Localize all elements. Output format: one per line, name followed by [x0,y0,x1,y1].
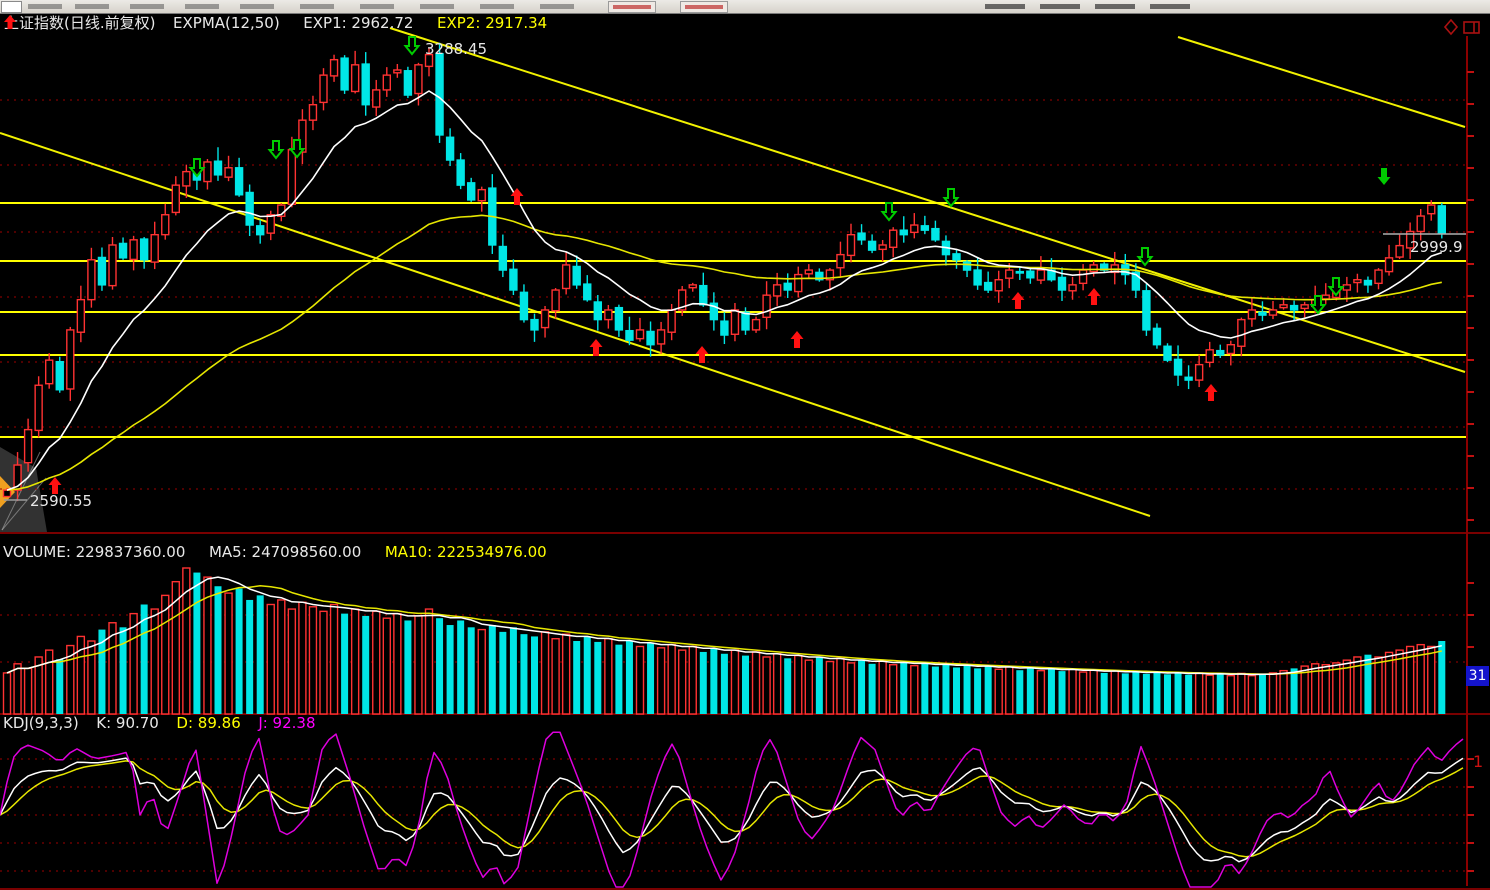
menu-action-button[interactable] [608,1,656,13]
expma-lines [6,90,1443,491]
price-pointers [4,233,1466,501]
exp2-value: EXP2: 2917.34 [437,14,548,32]
buy-signal-arrow-icon [589,339,603,356]
sell-signal-arrow-icon [1377,168,1391,185]
kdj-axis-number: 1 [1473,752,1484,771]
volume-bars [2,567,1446,715]
volume-axis-badge: 31 [1466,666,1489,686]
kdj-j-value: J: 92.38 [258,714,316,732]
kdj-d-value: D: 89.86 [176,714,241,732]
menu-item-stub [185,4,219,9]
menu-item-stub [28,4,62,9]
menu-item-stub [75,4,109,9]
indicator-name[interactable]: EXPMA(12,50) [173,14,280,32]
sell-signal-arrow-icon [188,158,206,178]
buy-signal-arrow-icon [510,188,524,205]
trend-lines [0,27,1466,517]
volume-ma10-value: MA10: 222534976.00 [384,543,547,561]
menu-action-button[interactable] [680,1,728,13]
sell-signal-arrow-icon [267,140,285,160]
buy-signal-arrow-icon [790,331,804,348]
peak-price-label: 3288.45 [425,40,488,58]
volume-value[interactable]: VOLUME: 229837360.00 [3,543,186,561]
main-chart-header: 上证指数(日线.前复权) EXPMA(12,50) EXP1: 2962.72 … [4,15,547,31]
sell-signal-arrow-icon [288,139,306,159]
buy-signal-arrow-icon [1087,288,1101,305]
menu-item-stub [540,4,574,9]
sell-signal-arrow-icon [403,36,421,56]
menu-bar[interactable] [0,0,1490,14]
app-logo-box [1,1,22,13]
signal-arrows [48,36,1391,494]
buy-signal-arrow-icon [1011,292,1025,309]
menu-item-stub [420,4,454,9]
exp1-value: EXP1: 2962.72 [303,14,414,32]
volume-header: VOLUME: 229837360.00 MA5: 247098560.00 M… [3,544,547,560]
grid-lines [0,99,1466,872]
menu-item-stub [240,4,274,9]
menu-item-stub [130,4,164,9]
menu-item-stub [300,4,334,9]
chart-toolbar-icons [1444,19,1480,36]
buy-signal-arrow-icon [48,477,62,494]
last-price-label: 2999.9 [1410,238,1463,256]
buy-signal-arrow-icon [695,346,709,363]
menu-item-stub [480,4,514,9]
sell-signal-arrow-icon [880,202,898,222]
symbol-title: 上证指数(日线.前复权) [4,14,156,32]
sell-signal-arrow-icon [1136,247,1154,267]
volume-ma-lines [6,576,1442,676]
sell-signal-arrow-icon [1309,295,1327,315]
menu-item-stub [1040,4,1080,9]
kdj-lines [0,731,1464,888]
volume-ma5-value: MA5: 247098560.00 [208,543,362,561]
sell-signal-arrow-icon [1327,277,1345,297]
kdj-header: KDJ(9,3,3) K: 90.70 D: 89.86 J: 92.38 [3,715,316,731]
kdj-indicator-name[interactable]: KDJ(9,3,3) [3,714,79,732]
menu-item-stub [1095,4,1135,9]
diamond-icon[interactable] [1444,19,1459,36]
candlestick-series [2,42,1447,502]
kdj-k-value: K: 90.70 [96,714,159,732]
buy-signal-arrow-icon [1204,384,1218,401]
low-price-label: 2590.55 [30,492,93,510]
split-window-icon[interactable] [1463,21,1480,34]
menu-item-stub [1150,4,1190,9]
menu-item-stub [360,4,394,9]
sell-signal-arrow-icon [942,188,960,208]
menu-item-stub [985,4,1025,9]
